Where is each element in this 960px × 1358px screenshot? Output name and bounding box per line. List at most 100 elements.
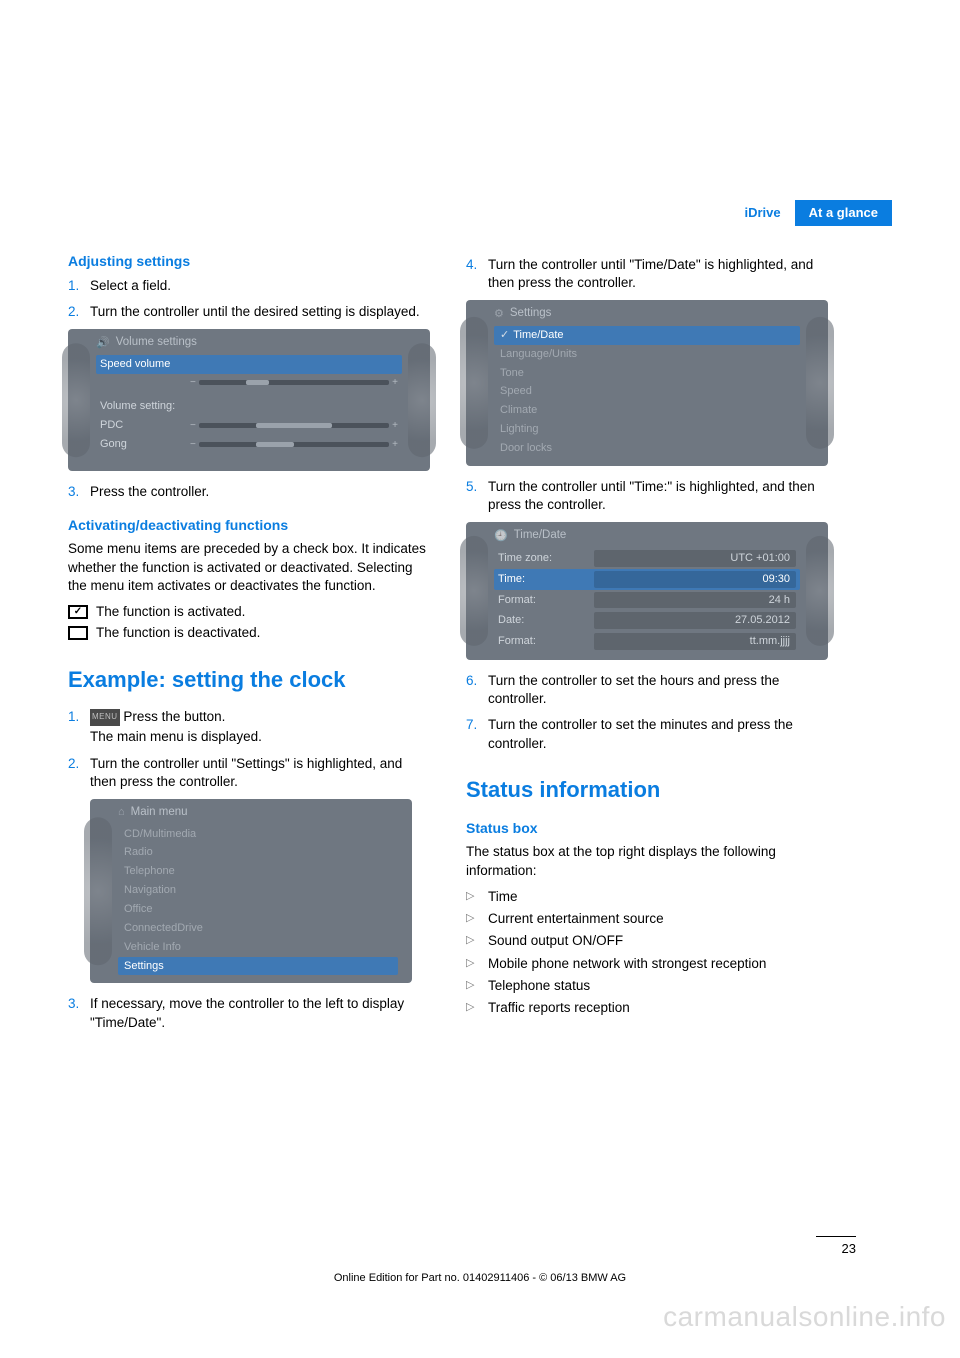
- example-steps: 1. MENU Press the button. The main menu …: [68, 708, 430, 791]
- bullet-text: Mobile phone network with strongest rece…: [488, 955, 828, 973]
- step-text: Select a field.: [90, 277, 430, 295]
- list-item: ▷Current entertainment source: [466, 910, 828, 928]
- clock-icon: 🕘: [494, 529, 508, 544]
- row-volume-setting: Volume setting:: [96, 397, 402, 416]
- list-item: ▷Traffic reports reception: [466, 999, 828, 1017]
- table-row: Time:09:30: [494, 569, 800, 590]
- triangle-bullet-icon: ▷: [466, 955, 488, 973]
- triangle-bullet-icon: ▷: [466, 999, 488, 1017]
- speaker-icon: 🔊: [96, 336, 110, 351]
- right-column: 4.Turn the controller until "Time/Date" …: [466, 252, 828, 1040]
- triangle-bullet-icon: ▷: [466, 977, 488, 995]
- list-item: 3.If necessary, move the controller to t…: [68, 995, 430, 1031]
- menu-item: Vehicle Info: [118, 938, 398, 957]
- list-item: 2.Turn the controller until "Settings" i…: [68, 755, 430, 791]
- table-row: Format:24 h: [494, 590, 800, 611]
- bullet-text: Sound output ON/OFF: [488, 932, 828, 950]
- controller-knob-left: [62, 344, 90, 458]
- row-value: 27.05.2012: [594, 612, 796, 629]
- tab-at-a-glance: At a glance: [795, 200, 892, 226]
- step-text: MENU Press the button. The main menu is …: [90, 708, 430, 746]
- menu-item: Speed: [494, 382, 800, 401]
- menu-item: ✓Time/Date: [494, 326, 800, 345]
- step-num: 3.: [68, 995, 90, 1031]
- right-steps-5: 5.Turn the controller until "Time:" is h…: [466, 478, 828, 514]
- step-text: Turn the controller to set the hours and…: [488, 672, 828, 708]
- list-item: 3.Press the controller.: [68, 483, 430, 501]
- speed-slider: −+: [96, 374, 402, 392]
- menu-item: Climate: [494, 401, 800, 420]
- table-row: Date: 27.05.2012: [494, 610, 800, 631]
- list-item: 2.Turn the controller until the desired …: [68, 303, 430, 321]
- list-item: 7.Turn the controller to set the minutes…: [466, 716, 828, 752]
- row-label: Date:: [498, 613, 588, 628]
- list-item: 1.Select a field.: [68, 277, 430, 295]
- triangle-bullet-icon: ▷: [466, 932, 488, 950]
- row-label: Format:: [498, 634, 588, 649]
- footer-line: Online Edition for Part no. 01402911406 …: [0, 1268, 960, 1286]
- row-label: Time zone:: [498, 551, 588, 566]
- list-item: ▷Telephone status: [466, 977, 828, 995]
- step-num: 4.: [466, 256, 488, 292]
- checkbox-empty-icon: [68, 626, 88, 640]
- shot-title: ⚙Settings: [494, 306, 800, 322]
- adjust-steps-cont: 3.Press the controller.: [68, 483, 430, 501]
- func-activated: ✓ The function is activated.: [68, 603, 430, 621]
- step-num: 3.: [68, 483, 90, 501]
- bullet-text: Traffic reports reception: [488, 999, 828, 1017]
- table-row: Format:tt.mm.jjjj: [494, 631, 800, 652]
- screenshot-volume-settings: 🔊Volume settings Speed volume −+ Volume …: [68, 329, 430, 471]
- table-row: Time zone: UTC +01:00: [494, 548, 800, 569]
- step-text: Turn the controller until the desired se…: [90, 303, 430, 321]
- check-icon: ✓: [500, 329, 509, 341]
- home-icon: ⌂: [118, 805, 125, 820]
- row-value: 09:30: [594, 571, 796, 588]
- list-item: ▷Sound output ON/OFF: [466, 932, 828, 950]
- step-num: 6.: [466, 672, 488, 708]
- menu-item: Office: [118, 900, 398, 919]
- tab-idrive: iDrive: [731, 200, 795, 226]
- heading-activating: Activating/deactivating functions: [68, 516, 430, 535]
- left-column: Adjusting settings 1.Select a field. 2.T…: [68, 252, 430, 1040]
- list-item: 6.Turn the controller to set the hours a…: [466, 672, 828, 708]
- step-num: 7.: [466, 716, 488, 752]
- controller-knob-left: [460, 536, 488, 646]
- step-text: Press the controller.: [90, 483, 430, 501]
- menu-button-icon: MENU: [90, 709, 120, 726]
- bullet-text: Time: [488, 888, 828, 906]
- step-num: 2.: [68, 303, 90, 321]
- right-steps-4: 4.Turn the controller until "Time/Date" …: [466, 256, 828, 292]
- menu-item: Tone: [494, 364, 800, 383]
- controller-knob-right: [806, 536, 834, 646]
- list-item: 5.Turn the controller until "Time:" is h…: [466, 478, 828, 514]
- menu-item: ConnectedDrive: [118, 919, 398, 938]
- status-bullets: ▷Time▷Current entertainment source▷Sound…: [466, 888, 828, 1017]
- right-steps-67: 6.Turn the controller to set the hours a…: [466, 672, 828, 753]
- menu-item: Radio: [118, 843, 398, 862]
- menu-item: Language/Units: [494, 345, 800, 364]
- step-num: 1.: [68, 277, 90, 295]
- list-item: ▷Mobile phone network with strongest rec…: [466, 955, 828, 973]
- menu-item: Lighting: [494, 420, 800, 439]
- menu-item: Door locks: [494, 439, 800, 458]
- gear-icon: ⚙: [494, 307, 504, 322]
- adjust-steps: 1.Select a field. 2.Turn the controller …: [68, 277, 430, 321]
- page-number: 23: [816, 1240, 856, 1258]
- menu-item: Telephone: [118, 862, 398, 881]
- row-value: UTC +01:00: [594, 550, 796, 567]
- example-steps-cont: 3.If necessary, move the controller to t…: [68, 995, 430, 1031]
- triangle-bullet-icon: ▷: [466, 910, 488, 928]
- heading-status-info: Status information: [466, 775, 828, 805]
- triangle-bullet-icon: ▷: [466, 888, 488, 906]
- checkbox-checked-icon: ✓: [68, 605, 88, 619]
- shot-title: 🔊Volume settings: [96, 335, 402, 351]
- bullet-text: Telephone status: [488, 977, 828, 995]
- header-tabs: iDrive At a glance: [731, 200, 893, 226]
- shot-title: 🕘Time/Date: [494, 528, 800, 544]
- step-text: Turn the controller until "Time/Date" is…: [488, 256, 828, 292]
- menu-item: Navigation: [118, 881, 398, 900]
- step-num: 5.: [466, 478, 488, 514]
- row-pdc: PDC −+: [96, 416, 402, 435]
- controller-knob-left: [460, 317, 488, 449]
- row-value: 24 h: [594, 592, 796, 609]
